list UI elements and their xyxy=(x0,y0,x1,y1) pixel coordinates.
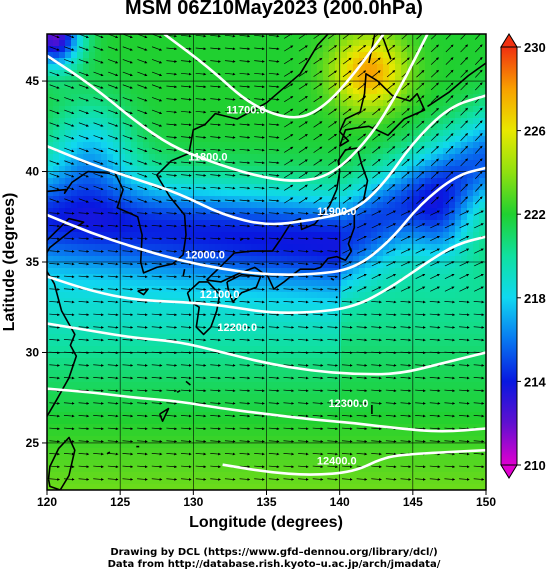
colorbar-tick-label: 214 xyxy=(524,374,546,389)
x-tick-label: 135 xyxy=(256,495,276,509)
contour-line xyxy=(222,448,486,476)
colorbar-tick-label: 230 xyxy=(524,40,546,55)
credit-drawing: Drawing by DCL (https://www.gfd–dennou.o… xyxy=(110,547,438,558)
y-tick-label: 45 xyxy=(26,74,40,88)
colorbar: 210 214 218 222 226 230 xyxy=(500,33,546,479)
contour-line xyxy=(47,166,486,277)
contour-labels: 11700.0 11800.0 11900.0 12000.0 12100.0 12200… xyxy=(185,105,368,468)
contour-label: 12000.0 xyxy=(185,249,225,261)
colorbar-tick-label: 222 xyxy=(524,207,546,222)
y-tick-label: 40 xyxy=(26,165,40,179)
contour-label: 12200.0 xyxy=(217,322,257,334)
contour-label: 11700.0 xyxy=(226,105,265,117)
credit-data: Data from http://database.rish.kyoto–u.a… xyxy=(107,559,441,570)
contour-line xyxy=(163,34,385,119)
x-tick-label: 140 xyxy=(330,495,350,509)
colorbar-tick-label: 226 xyxy=(524,124,546,139)
x-tick-label: 130 xyxy=(183,495,203,509)
contour-label: 11800.0 xyxy=(188,152,227,164)
y-tick-label: 30 xyxy=(26,345,40,359)
x-axis-label: Longitude (degrees) xyxy=(189,514,343,531)
x-tick-label: 150 xyxy=(476,495,496,509)
contour-line xyxy=(47,387,486,433)
contour-label: 12400.0 xyxy=(317,456,357,468)
contour-label: 12100.0 xyxy=(200,289,240,301)
contour-line xyxy=(47,235,486,315)
x-tick-label: 120 xyxy=(37,495,57,509)
contour-line xyxy=(47,322,486,376)
chart-title: MSM 06Z10May2023 (200.0hPa) xyxy=(125,0,423,19)
contour-label: 12300.0 xyxy=(329,398,369,410)
colorbar-tick-label: 210 xyxy=(524,458,546,473)
height-contours xyxy=(47,34,486,476)
contour-label: 11900.0 xyxy=(317,206,356,218)
colorbar-bottom-triangle xyxy=(500,464,518,479)
plot-area: 11700.0 11800.0 11900.0 12000.0 12100.0 12200… xyxy=(46,33,487,491)
colorbar-tick-label: 218 xyxy=(524,291,546,306)
contour-line xyxy=(47,94,486,226)
y-tick-label: 25 xyxy=(26,436,40,450)
x-tick-label: 145 xyxy=(403,495,423,509)
y-tick-label: 35 xyxy=(26,255,40,269)
colorbar-gradient xyxy=(500,46,518,466)
axes: 120 125 130 135 140 145 150 25 30 35 40 45 xyxy=(26,74,497,509)
x-tick-label: 125 xyxy=(110,495,130,509)
y-axis-label: Latitude (degrees) xyxy=(1,193,18,332)
contour-line xyxy=(47,34,429,182)
colorbar-top-triangle xyxy=(500,33,518,48)
